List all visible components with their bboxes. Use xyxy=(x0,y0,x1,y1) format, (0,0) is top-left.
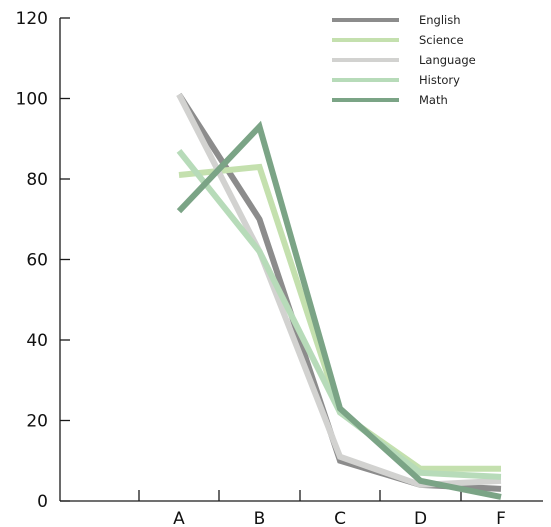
legend-label-science: Science xyxy=(419,33,464,47)
y-tick-label: 60 xyxy=(26,251,48,271)
y-tick-label: 40 xyxy=(26,331,48,351)
y-axis-ticks: 0 20 40 60 80 100 120 xyxy=(16,9,70,512)
series-line-english xyxy=(176,92,502,492)
axes xyxy=(59,18,543,502)
x-tick-label: C xyxy=(334,509,346,527)
legend-label-english: English xyxy=(419,13,461,27)
series-line-history xyxy=(176,148,502,480)
series-line-language xyxy=(176,93,502,488)
legend-label-history: History xyxy=(419,73,460,87)
series-lines xyxy=(176,92,502,500)
y-tick-label: 100 xyxy=(16,90,48,110)
x-tick-label: A xyxy=(173,509,185,527)
x-tick-label: B xyxy=(254,509,266,527)
legend: English Science Language History Math xyxy=(332,13,476,107)
legend-label-language: Language xyxy=(419,53,476,67)
x-tick-label: F xyxy=(496,509,506,527)
y-tick-label: 20 xyxy=(26,412,48,432)
x-tick-label: D xyxy=(414,509,427,527)
y-tick-label: 80 xyxy=(26,170,48,190)
y-tick-label: 120 xyxy=(16,9,48,29)
series-line-math xyxy=(176,120,502,500)
legend-label-math: Math xyxy=(419,93,448,107)
y-tick-label: 0 xyxy=(37,492,48,512)
